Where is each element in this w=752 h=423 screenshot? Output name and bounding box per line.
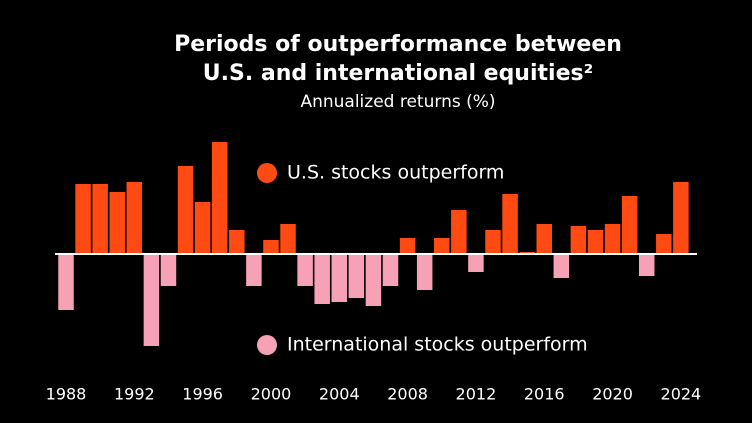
bar: [229, 230, 245, 254]
x-tick-label: 1996: [182, 385, 223, 404]
bar: [416, 254, 433, 290]
bar: [280, 224, 296, 254]
bar: [485, 230, 501, 254]
bar: [331, 254, 348, 302]
bar: [570, 226, 587, 254]
chart-title: U.S. and international equities²: [203, 61, 593, 86]
x-tick-label: 2012: [456, 385, 497, 404]
x-tick-label: 2016: [524, 385, 565, 404]
bar: [314, 254, 330, 304]
bar: [621, 196, 638, 254]
bar: [263, 240, 279, 254]
bar: [194, 202, 211, 254]
x-tick-label: 1988: [46, 385, 87, 404]
chart-title: Periods of outperformance between: [174, 32, 622, 57]
legend-label: International stocks outperform: [287, 334, 588, 356]
x-tick-label: 1992: [114, 385, 155, 404]
x-tick-label: 2008: [387, 385, 428, 404]
legend-marker: [257, 335, 277, 355]
bar: [468, 254, 484, 272]
bar: [399, 238, 416, 254]
bar: [365, 254, 382, 306]
bar: [109, 192, 125, 254]
bar: [297, 254, 313, 286]
x-tick-label: 2020: [592, 385, 633, 404]
bar: [58, 254, 74, 310]
bar: [211, 142, 228, 254]
bar: [160, 254, 177, 286]
x-tick-label: 2004: [319, 385, 360, 404]
bar: [673, 182, 689, 254]
legend-marker: [257, 163, 277, 183]
bar: [656, 234, 672, 254]
x-tick-label: 2024: [661, 385, 702, 404]
chart-subtitle: Annualized returns (%): [300, 92, 495, 112]
bar: [434, 238, 450, 254]
bar: [75, 184, 91, 254]
bar: [536, 224, 552, 254]
bar: [177, 166, 194, 254]
bar: [451, 210, 467, 254]
bar: [246, 254, 262, 286]
bar: [587, 230, 604, 254]
bar: [553, 254, 570, 278]
bar: [382, 254, 399, 286]
bar: [126, 182, 143, 254]
bar: [348, 254, 365, 298]
legend-label: U.S. stocks outperform: [287, 162, 504, 184]
bar: [638, 254, 655, 276]
x-tick-label: 2000: [251, 385, 292, 404]
bar: [502, 194, 518, 254]
bar: [604, 224, 621, 254]
bar: [92, 184, 108, 254]
bar: [143, 254, 160, 346]
